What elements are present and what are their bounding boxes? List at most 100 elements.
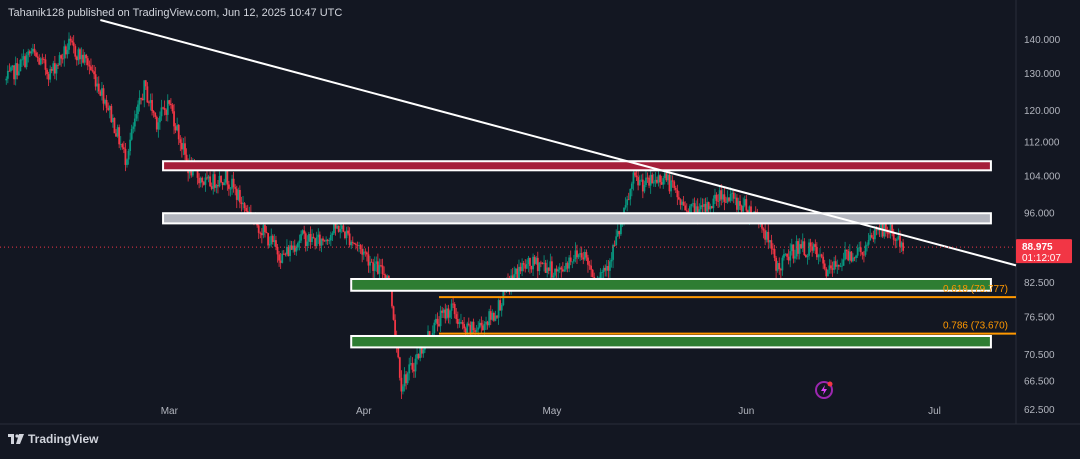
candle-body[interactable] xyxy=(533,256,536,264)
candle-body[interactable] xyxy=(107,107,110,111)
candle-body[interactable] xyxy=(712,198,715,209)
candle-body[interactable] xyxy=(353,242,356,245)
candle-body[interactable] xyxy=(339,228,342,232)
candle-body[interactable] xyxy=(398,357,401,378)
candle-body[interactable] xyxy=(561,269,564,272)
candle-body[interactable] xyxy=(118,127,121,145)
candle-body[interactable] xyxy=(143,80,146,101)
candle-body[interactable] xyxy=(569,257,572,262)
candle-body[interactable] xyxy=(635,175,638,178)
candle-body[interactable] xyxy=(344,231,346,239)
candle-body[interactable] xyxy=(472,321,475,331)
candle-body[interactable] xyxy=(176,124,179,131)
candle-body[interactable] xyxy=(411,363,414,370)
candle-body[interactable] xyxy=(499,300,502,311)
candle-body[interactable] xyxy=(554,268,556,276)
candle-body[interactable] xyxy=(168,100,171,104)
candle-body[interactable] xyxy=(632,172,635,184)
candle-body[interactable] xyxy=(460,322,462,323)
candle-body[interactable] xyxy=(47,74,50,80)
candle-body[interactable] xyxy=(85,54,88,59)
candle-body[interactable] xyxy=(337,225,340,232)
candle-body[interactable] xyxy=(115,133,117,137)
candle-body[interactable] xyxy=(290,245,293,250)
candle-body[interactable] xyxy=(301,230,304,235)
candle-body[interactable] xyxy=(808,242,810,256)
candle-body[interactable] xyxy=(552,275,555,278)
candle-body[interactable] xyxy=(657,175,660,183)
candle-body[interactable] xyxy=(466,323,469,333)
resistance-zone[interactable] xyxy=(162,160,992,172)
candle-body[interactable] xyxy=(494,315,497,321)
candle-body[interactable] xyxy=(565,263,567,270)
replay-icon[interactable] xyxy=(815,381,833,399)
candle-body[interactable] xyxy=(772,248,774,250)
candle-body[interactable] xyxy=(536,257,539,272)
candle-body[interactable] xyxy=(179,139,182,143)
candle-body[interactable] xyxy=(105,99,108,108)
candle-body[interactable] xyxy=(681,201,683,205)
candle-body[interactable] xyxy=(728,197,730,201)
candle-body[interactable] xyxy=(654,179,657,182)
candle-body[interactable] xyxy=(306,241,309,247)
candle-body[interactable] xyxy=(210,186,213,189)
candle-body[interactable] xyxy=(141,98,144,101)
candle-body[interactable] xyxy=(381,265,384,275)
candle-body[interactable] xyxy=(612,245,614,260)
candle-body[interactable] xyxy=(532,256,534,270)
candle-body[interactable] xyxy=(157,122,160,130)
candle-body[interactable] xyxy=(138,97,141,105)
candle-body[interactable] xyxy=(847,251,850,261)
candle-body[interactable] xyxy=(540,262,542,264)
candle-body[interactable] xyxy=(223,182,226,186)
candle-body[interactable] xyxy=(96,83,99,87)
candle-body[interactable] xyxy=(546,267,549,273)
candle-body[interactable] xyxy=(609,261,611,271)
candle-body[interactable] xyxy=(152,111,155,113)
upper-support-zone[interactable] xyxy=(350,277,992,292)
candle-body[interactable] xyxy=(643,184,646,192)
candle-body[interactable] xyxy=(364,251,367,253)
candle-body[interactable] xyxy=(276,246,279,255)
candle-body[interactable] xyxy=(333,223,335,234)
candle-body[interactable] xyxy=(273,240,276,243)
candle-body[interactable] xyxy=(322,238,324,241)
candle-body[interactable] xyxy=(900,242,903,247)
candle-body[interactable] xyxy=(709,206,712,210)
candle-body[interactable] xyxy=(668,174,671,192)
candle-body[interactable] xyxy=(743,199,746,206)
candle-body[interactable] xyxy=(184,143,186,155)
candle-body[interactable] xyxy=(674,187,677,190)
candle-body[interactable] xyxy=(38,57,41,65)
candle-body[interactable] xyxy=(160,107,163,117)
candle-body[interactable] xyxy=(133,118,136,127)
candle-body[interactable] xyxy=(765,231,768,240)
candle-body[interactable] xyxy=(626,199,629,206)
candle-body[interactable] xyxy=(380,265,382,266)
candle-body[interactable] xyxy=(809,242,812,247)
candle-body[interactable] xyxy=(634,172,636,176)
candle-body[interactable] xyxy=(831,268,834,270)
candle-body[interactable] xyxy=(229,188,232,190)
candle-body[interactable] xyxy=(787,256,790,261)
candle-body[interactable] xyxy=(427,331,429,339)
candle-body[interactable] xyxy=(13,65,16,80)
candle-body[interactable] xyxy=(845,249,848,252)
candle-body[interactable] xyxy=(734,197,737,199)
candle-body[interactable] xyxy=(127,150,130,160)
candle-body[interactable] xyxy=(71,40,74,43)
candle-body[interactable] xyxy=(826,269,829,277)
candle-body[interactable] xyxy=(307,233,310,242)
candle-body[interactable] xyxy=(155,116,158,130)
candle-body[interactable] xyxy=(492,312,495,321)
candle-body[interactable] xyxy=(471,321,473,334)
candle-body[interactable] xyxy=(740,205,743,212)
candle-body[interactable] xyxy=(49,68,52,80)
candle-body[interactable] xyxy=(36,56,39,58)
candle-body[interactable] xyxy=(801,241,804,249)
candle-body[interactable] xyxy=(69,38,72,41)
candle-body[interactable] xyxy=(428,331,431,337)
candle-body[interactable] xyxy=(6,70,9,79)
candle-body[interactable] xyxy=(243,203,246,208)
candle-body[interactable] xyxy=(323,240,326,242)
